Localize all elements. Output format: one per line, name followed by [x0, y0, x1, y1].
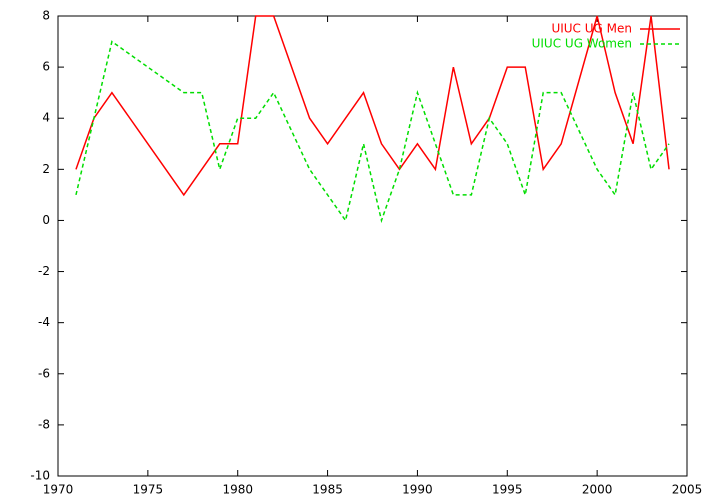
y-tick-label: 2 [42, 162, 50, 176]
y-tick-label: -10 [30, 469, 50, 483]
x-tick-label: 1995 [492, 483, 523, 497]
x-tick-label: 1985 [312, 483, 343, 497]
y-tick-label: -6 [38, 366, 50, 380]
y-tick-label: -2 [38, 264, 50, 278]
y-tick-label: 4 [42, 111, 50, 125]
y-tick-label: 6 [42, 60, 50, 74]
line-series [75, 15, 670, 197]
x-tick-label: 1970 [43, 483, 74, 497]
y-tick-label: -8 [38, 417, 50, 431]
plot-border [57, 15, 688, 477]
y-tick-label: -4 [38, 315, 50, 329]
x-tick-label: 1975 [133, 483, 164, 497]
line-series [75, 40, 670, 224]
x-tick-label: 2005 [672, 483, 703, 497]
legend-label: UIUC UG Men [551, 22, 632, 36]
x-tick-label: 1980 [222, 483, 253, 497]
legend-label: UIUC UG Women [532, 37, 632, 51]
y-tick-label: 0 [42, 213, 50, 227]
x-tick-label: 1990 [402, 483, 433, 497]
y-tick-label: 8 [42, 9, 50, 23]
x-tick-label: 2000 [582, 483, 613, 497]
